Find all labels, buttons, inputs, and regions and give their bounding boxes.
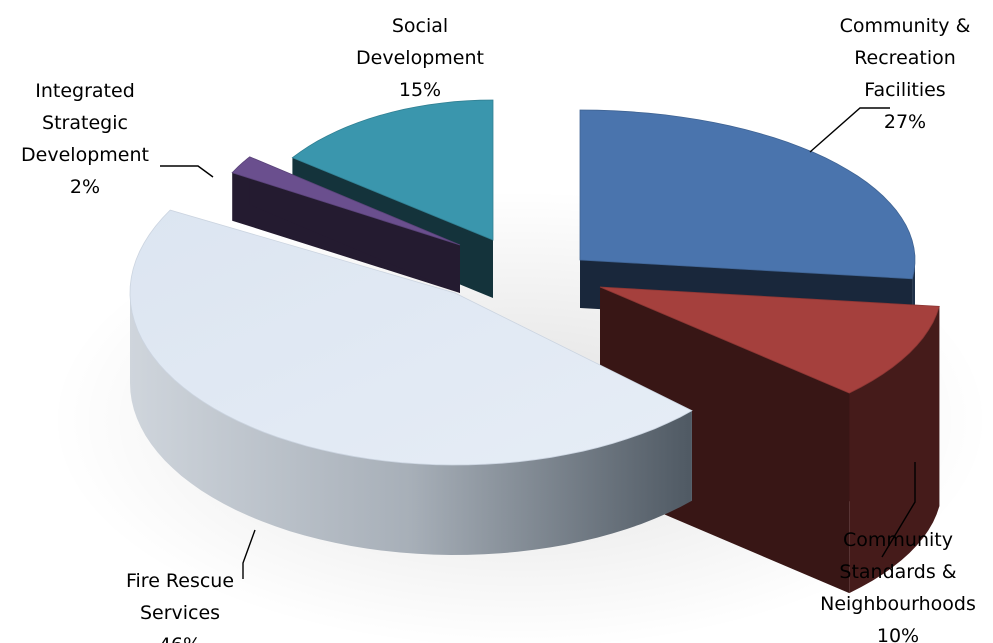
slice-name-label: Community	[843, 529, 953, 551]
slice-name-label: Social	[392, 15, 448, 37]
slice-name-label: Community &	[840, 15, 971, 37]
slice-name-label: Recreation	[854, 47, 956, 69]
slice-percent-label: 46%	[159, 634, 201, 643]
slice-percent-label: 2%	[70, 176, 100, 198]
slice-name-label: Facilities	[864, 79, 945, 101]
slice-name-label: Fire Rescue	[126, 570, 234, 592]
pie-slice-top-0	[580, 110, 915, 279]
slice-percent-label: 10%	[877, 625, 919, 643]
slice-label-4: Social Development 15%	[356, 15, 484, 101]
slice-name-label: Services	[140, 602, 220, 624]
slice-name-label: Standards &	[839, 561, 956, 583]
slice-label-0: Community & Recreation Facilities 27%	[810, 15, 971, 152]
slice-name-label: Development	[356, 47, 484, 69]
leader-line	[810, 108, 890, 152]
slice-name-label: Integrated	[35, 80, 135, 102]
slice-percent-label: 15%	[399, 79, 441, 101]
slice-name-label: Neighbourhoods	[820, 593, 976, 615]
leader-line	[160, 166, 213, 177]
slice-percent-label: 27%	[884, 111, 926, 133]
slice-name-label: Strategic	[42, 112, 128, 134]
slice-label-3: Integrated Strategic Development 2%	[21, 80, 213, 198]
slice-name-label: Development	[21, 144, 149, 166]
